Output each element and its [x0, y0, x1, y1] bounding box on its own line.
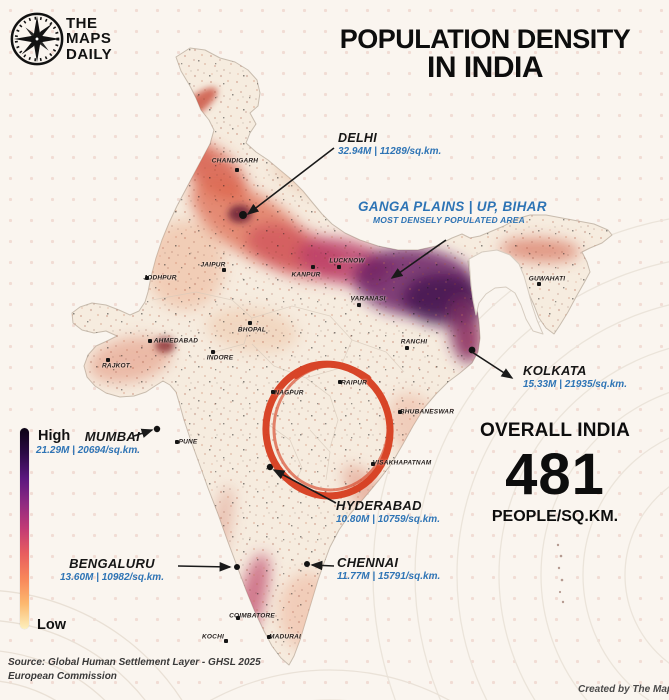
- callout-mumbai: MUMBAI 21.29M | 20694/sq.km.: [28, 429, 140, 456]
- brand-line-2: MAPS: [66, 30, 112, 48]
- creator-credit: Created by The Map: [577, 684, 669, 695]
- brand-line-3: DAILY: [66, 45, 113, 63]
- callout-chennai-stat: 11.77M | 15791/sq.km.: [337, 571, 441, 582]
- source-line-2: European Commission: [8, 670, 117, 682]
- brand-line-1: THE: [66, 15, 98, 32]
- callout-kolkata-stat: 15.33M | 21935/sq.km.: [523, 379, 627, 390]
- overall-unit: PEOPLE/SQ.KM.: [491, 508, 619, 525]
- callout-bengaluru-name: BENGALURU: [69, 556, 155, 571]
- callout-delhi-stat: 32.94M | 11289/sq.km.: [338, 146, 442, 157]
- source-attribution: Source: Global Human Settlement Layer - …: [8, 656, 261, 683]
- callout-arrows: [133, 147, 514, 572]
- callout-chennai-name: CHENNAI: [337, 555, 399, 570]
- callout-delhi: DELHI 32.94M | 11289/sq.km.: [338, 131, 441, 157]
- source-line-1: Source: Global Human Settlement Layer - …: [8, 657, 261, 668]
- bangladesh-cutout: [468, 249, 544, 335]
- callout-kolkata-name: KOLKATA: [523, 363, 587, 378]
- callout-bengaluru: BENGALURU 13.60M | 10982/sq.km.: [52, 556, 172, 583]
- state-boundary-lines: [151, 291, 405, 493]
- overall-label: OVERALL INDIA: [479, 420, 631, 441]
- callout-ganga-stat: MOST DENSELY POPULATED AREA: [373, 215, 525, 225]
- callout-ganga-plains: GANGA PLAINS | UP, BIHAR MOST DENSELY PO…: [358, 199, 547, 225]
- brand-wordmark: THE MAPS DAILY: [66, 16, 112, 62]
- callout-hyderabad: HYDERABAD 10.80M | 10759/sq.km.: [336, 498, 440, 525]
- callout-mumbai-name: MUMBAI: [84, 429, 140, 444]
- major-city-dots: [153, 211, 476, 570]
- overall-india-stat: OVERALL INDIA 481 PEOPLE/SQ.KM.: [470, 420, 640, 526]
- callout-delhi-name: DELHI: [338, 131, 377, 145]
- callout-bengaluru-stat: 13.60M | 10982/sq.km.: [60, 572, 164, 583]
- legend-high-label: High: [38, 428, 71, 444]
- density-legend-gradient: [20, 428, 29, 629]
- callout-hyderabad-name: HYDERABAD: [336, 498, 422, 513]
- callout-hyderabad-stat: 10.80M | 10759/sq.km.: [336, 514, 440, 525]
- callout-mumbai-stat: 21.29M | 20694/sq.km.: [36, 445, 140, 456]
- overall-value: 481: [505, 442, 605, 507]
- callout-ganga-name: GANGA PLAINS | UP, BIHAR: [358, 199, 547, 214]
- page-title: POPULATION DENSITY IN INDIA: [300, 26, 669, 83]
- callout-chennai: CHENNAI 11.77M | 15791/sq.km.: [337, 555, 440, 582]
- title-line-2: IN INDIA: [427, 51, 544, 84]
- legend-low-label: Low: [37, 617, 66, 633]
- highlight-circle-annotation: [262, 360, 394, 500]
- compass-rose-icon: [10, 12, 64, 66]
- maps-daily-logo: [8, 10, 66, 73]
- decorative-wave-lines: [0, 218, 669, 700]
- andaman-islands: [556, 543, 565, 604]
- callout-kolkata: KOLKATA 15.33M | 21935/sq.km.: [523, 363, 627, 390]
- title-line-1: POPULATION DENSITY: [339, 24, 631, 54]
